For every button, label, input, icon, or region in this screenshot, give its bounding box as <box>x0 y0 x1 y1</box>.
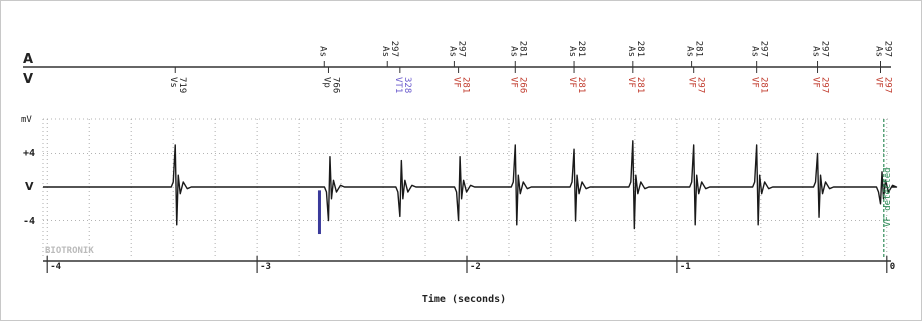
ventricular-marker-interval: 266 <box>517 77 527 93</box>
ventricular-marker-interval: 281 <box>635 77 645 93</box>
ventricular-marker-interval: 281 <box>759 77 769 93</box>
atrial-marker-interval: 281 <box>635 41 645 57</box>
y-tick-label-baseline: V <box>25 180 34 193</box>
atrial-marker-interval: 281 <box>694 41 704 57</box>
atrial-marker-interval: 297 <box>820 41 830 57</box>
ventricular-marker-interval: 766 <box>330 77 340 93</box>
ventricular-marker-interval: 328 <box>402 77 412 93</box>
ventricular-marker-interval: 297 <box>696 77 706 93</box>
egm-waveform <box>43 141 897 229</box>
ventricular-marker-type: Vp <box>321 77 331 88</box>
atrial-marker-type: As <box>626 46 636 57</box>
atrial-marker-type: As <box>317 46 327 57</box>
ventricular-marker-type: VF <box>508 77 518 88</box>
atrial-marker-type: As <box>447 46 457 57</box>
atrial-marker-type: As <box>685 46 695 57</box>
ventricular-marker-interval: 281 <box>576 77 586 93</box>
y-tick-label-plus4: +4 <box>23 148 35 159</box>
ventricular-marker-type: VT1 <box>393 77 403 93</box>
atrial-marker-type: As <box>811 46 821 57</box>
x-axis-title: Time (seconds) <box>422 293 506 305</box>
atrial-marker-interval: 281 <box>576 41 586 57</box>
atrial-marker-interval: 297 <box>456 41 466 57</box>
atrial-marker-type: As <box>874 46 884 57</box>
ventricular-marker-type: VF <box>626 77 636 88</box>
ventricular-marker-type: VF <box>874 77 884 88</box>
ventricular-marker-type: VF <box>687 77 697 88</box>
vf-detected-label: VF detected <box>883 167 893 227</box>
atrial-channel-label: A <box>23 52 33 67</box>
atrial-marker-interval: 297 <box>759 41 769 57</box>
y-axis-unit-label: mV <box>21 115 32 125</box>
atrial-marker-type: As <box>750 46 760 57</box>
biotronik-watermark: BIOTRONIK <box>45 246 94 256</box>
ventricular-marker-type: VF <box>452 77 462 88</box>
ventricular-marker-interval: 297 <box>883 77 893 93</box>
ventricular-marker-interval: 719 <box>177 77 187 93</box>
atrial-marker-interval: 297 <box>883 41 893 57</box>
egm-trace <box>43 141 897 234</box>
ventricular-marker-type: VF <box>750 77 760 88</box>
ventricular-channel-label: V <box>23 72 33 87</box>
atrial-marker-interval: 281 <box>517 41 527 57</box>
x-tick-label: -3 <box>260 262 271 272</box>
ventricular-marker-type: VF <box>811 77 821 88</box>
x-tick-label: -1 <box>680 262 691 272</box>
x-ticks: -4 -3 -2 -1 0 <box>47 256 895 273</box>
y-tick-label-minus4: -4 <box>23 216 35 227</box>
ventricular-marker-type: VF <box>567 77 577 88</box>
atrial-marker-type: As <box>567 46 577 57</box>
atrial-marker-type: As <box>380 46 390 57</box>
atrial-marker-interval: 297 <box>389 41 399 57</box>
detection-annotations: VF detected <box>883 119 893 259</box>
atrial-marker-type: As <box>508 46 518 57</box>
x-tick-label: 0 <box>890 262 895 272</box>
ventricular-marker-interval: 297 <box>820 77 830 93</box>
ventricular-marker-type: Vs <box>168 77 178 88</box>
x-tick-label: -4 <box>50 262 61 272</box>
ventricular-marker-interval: 281 <box>461 77 471 93</box>
x-tick-label: -2 <box>470 262 481 272</box>
